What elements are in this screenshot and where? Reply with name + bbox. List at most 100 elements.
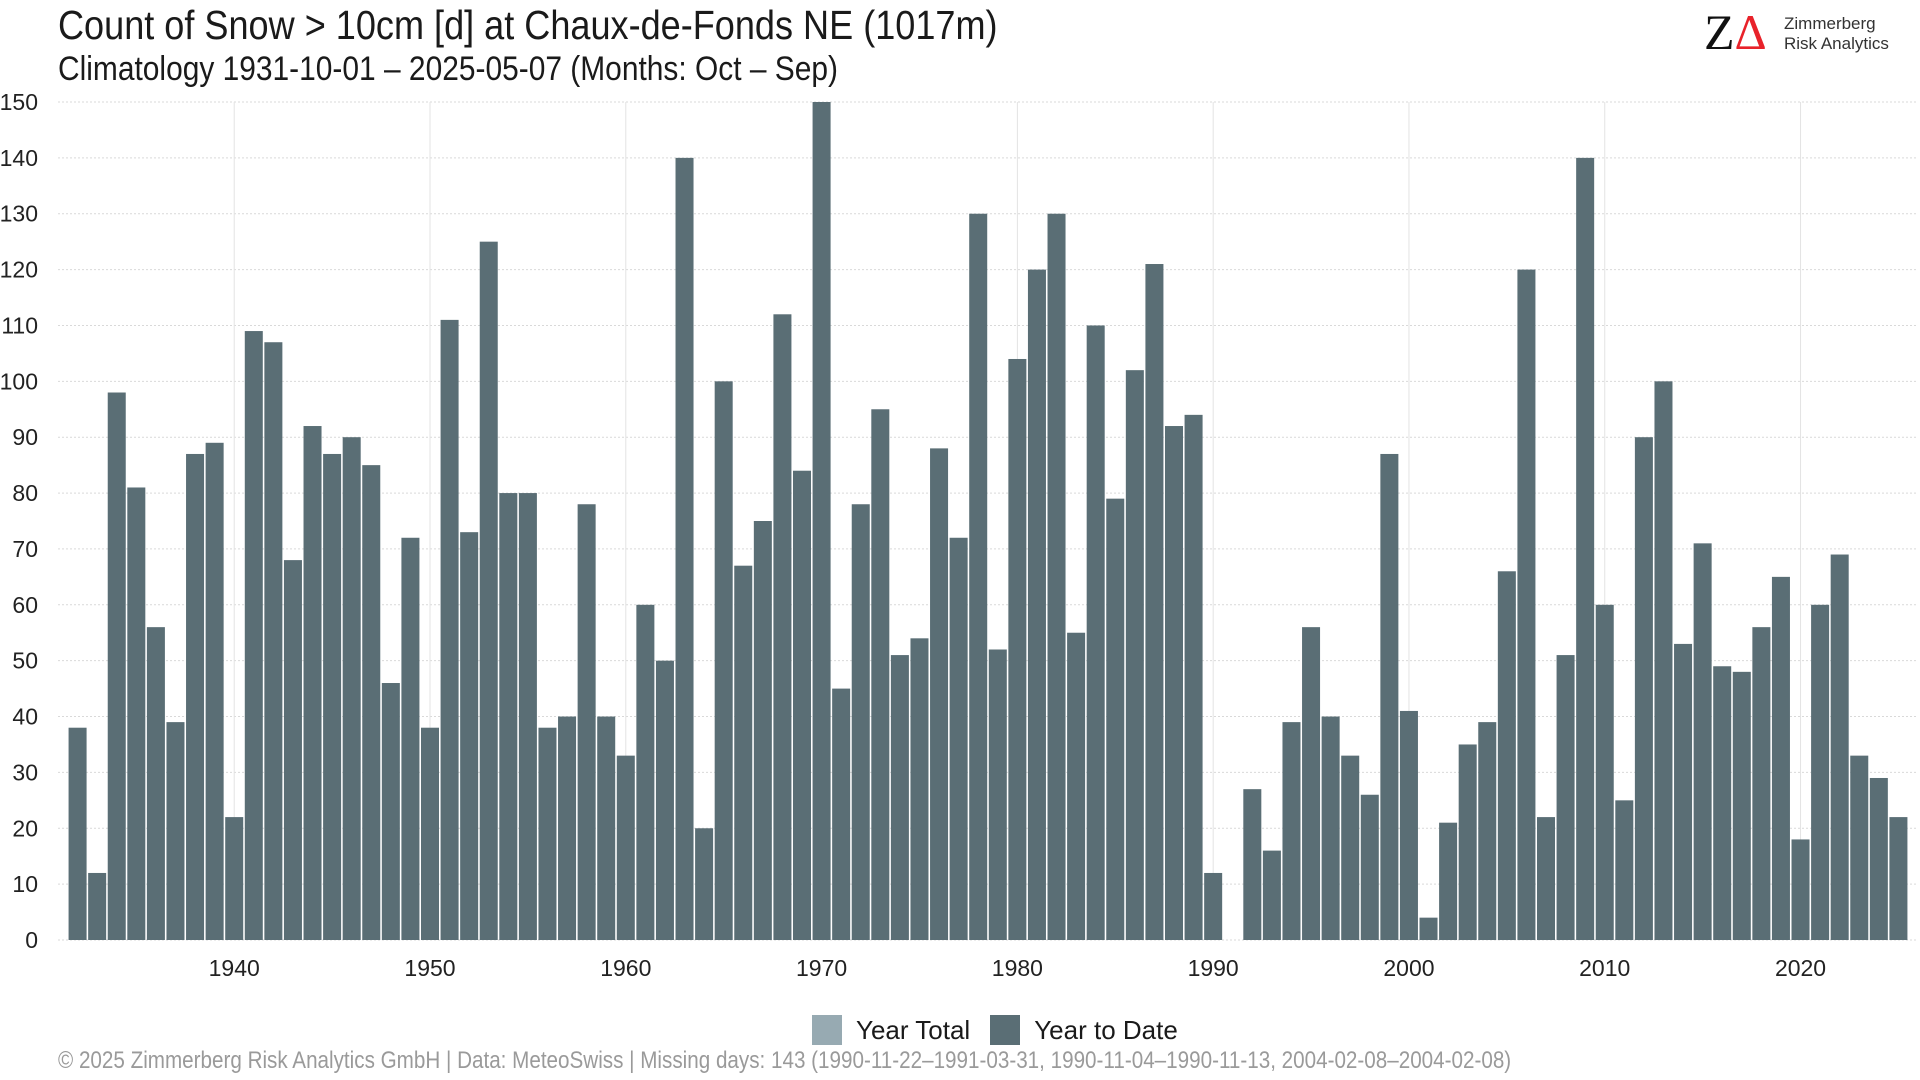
bar-1989	[1184, 414, 1203, 940]
legend: Year Total Year to Date	[812, 1013, 1198, 1047]
company-logo: ZΔ Zimmerberg Risk Analytics	[1704, 4, 1904, 60]
bar-1972	[851, 504, 870, 940]
bar-1965	[714, 381, 733, 940]
bar-2009	[1576, 157, 1595, 940]
bar-1981	[1027, 269, 1046, 941]
bar-1974	[890, 655, 909, 940]
y-tick-label: 120	[0, 257, 38, 283]
bar-1998	[1360, 794, 1379, 940]
bar-1942	[264, 342, 283, 940]
y-tick-label: 110	[1, 312, 38, 338]
bar-2003	[1458, 744, 1477, 940]
bar-2021	[1811, 604, 1830, 940]
x-tick-label: 2010	[1579, 955, 1630, 981]
x-tick-label: 1990	[1188, 955, 1239, 981]
y-tick-label: 40	[12, 704, 38, 730]
bar-2008	[1556, 655, 1575, 940]
x-tick-label: 1940	[209, 955, 260, 981]
bar-1954	[499, 493, 518, 940]
bar-1953	[479, 241, 498, 940]
bar-2020	[1791, 839, 1810, 940]
bar-2011	[1615, 800, 1634, 940]
logo-line-2: Risk Analytics	[1784, 34, 1889, 53]
bar-1986	[1125, 370, 1144, 940]
bar-1949	[401, 537, 420, 940]
x-tick-label: 2000	[1383, 955, 1434, 981]
x-tick-label: 1950	[404, 955, 455, 981]
bar-1935	[127, 487, 146, 940]
y-tick-label: 30	[12, 759, 38, 785]
bar-2000	[1399, 710, 1418, 940]
bar-1994	[1282, 722, 1301, 940]
bar-1946	[342, 437, 361, 940]
bar-2013	[1654, 381, 1673, 940]
bar-2025	[1889, 817, 1908, 940]
y-tick-label: 150	[0, 89, 38, 115]
legend-swatch-year-to-date	[990, 1015, 1021, 1045]
bar-1941	[244, 331, 263, 940]
bar-1977	[949, 537, 968, 940]
y-tick-label: 90	[12, 424, 38, 450]
bar-1944	[303, 426, 322, 940]
bar-1938	[186, 453, 205, 940]
bar-2018	[1752, 627, 1771, 940]
logo-mark-icon: ZΔ	[1704, 4, 1767, 60]
logo-wordmark: Zimmerberg Risk Analytics	[1784, 14, 1889, 54]
bar-1976	[930, 448, 949, 940]
bar-1978	[969, 213, 988, 940]
y-axis-ticks: 0 10 20 30 40 50 60 70 80 90 100 110 120 130 140 150	[0, 89, 38, 953]
bar-2012	[1634, 437, 1653, 940]
bar-2014	[1674, 643, 1693, 940]
bar-2017	[1732, 671, 1751, 940]
bar-1970	[812, 102, 831, 940]
bar-1995	[1302, 627, 1321, 940]
bar-1980	[1008, 358, 1027, 940]
bar-1999	[1380, 453, 1399, 940]
bar-2019	[1771, 576, 1790, 940]
bar-1951	[440, 319, 459, 940]
bar-1996	[1321, 716, 1340, 940]
legend-label-year-total: Year Total	[856, 1014, 971, 1045]
legend-item-year-total: Year Total	[812, 1015, 970, 1046]
y-tick-label: 20	[12, 815, 38, 841]
y-tick-label: 10	[12, 871, 38, 897]
bar-1936	[146, 627, 165, 940]
x-tick-label: 1980	[992, 955, 1043, 981]
bar-1963	[675, 157, 694, 940]
bar-1993	[1262, 850, 1281, 940]
y-tick-label: 60	[12, 592, 38, 618]
bar-2005	[1497, 571, 1516, 940]
bar-2002	[1439, 822, 1458, 940]
legend-swatch-year-total	[812, 1015, 842, 1045]
bar-1932	[68, 727, 87, 940]
bar-2001	[1419, 917, 1438, 940]
x-tick-label: 1960	[600, 955, 651, 981]
bar-1943	[283, 560, 302, 940]
bar-2022	[1830, 554, 1849, 940]
bar-1967	[753, 521, 772, 940]
legend-item-year-to-date: Year to Date	[990, 1015, 1178, 1046]
bar-1973	[871, 409, 890, 940]
bar-1960	[616, 755, 635, 940]
bar-1939	[205, 442, 224, 940]
bar-1940	[225, 817, 244, 940]
y-tick-label: 80	[12, 480, 38, 506]
y-tick-label: 50	[12, 648, 38, 674]
bar-2004	[1478, 722, 1497, 940]
legend-label-year-to-date: Year to Date	[1034, 1014, 1178, 1045]
x-tick-label: 2020	[1775, 955, 1826, 981]
bar-1934	[107, 392, 126, 940]
bar-1950	[420, 727, 440, 940]
bar-1985	[1106, 498, 1125, 940]
bar-1990	[1204, 872, 1223, 940]
x-tick-label: 1970	[796, 955, 847, 981]
bar-2024	[1869, 777, 1888, 940]
bar-1957	[558, 716, 577, 940]
x-axis-ticks: 1940 1950 1960 1970 1980 1990 2000 2010 2020	[209, 955, 1826, 981]
bar-1966	[734, 565, 753, 940]
bar-1979	[988, 649, 1007, 940]
bars	[68, 102, 1908, 941]
bar-1945	[323, 453, 342, 940]
bar-1971	[832, 688, 851, 940]
bar-1969	[792, 470, 812, 940]
